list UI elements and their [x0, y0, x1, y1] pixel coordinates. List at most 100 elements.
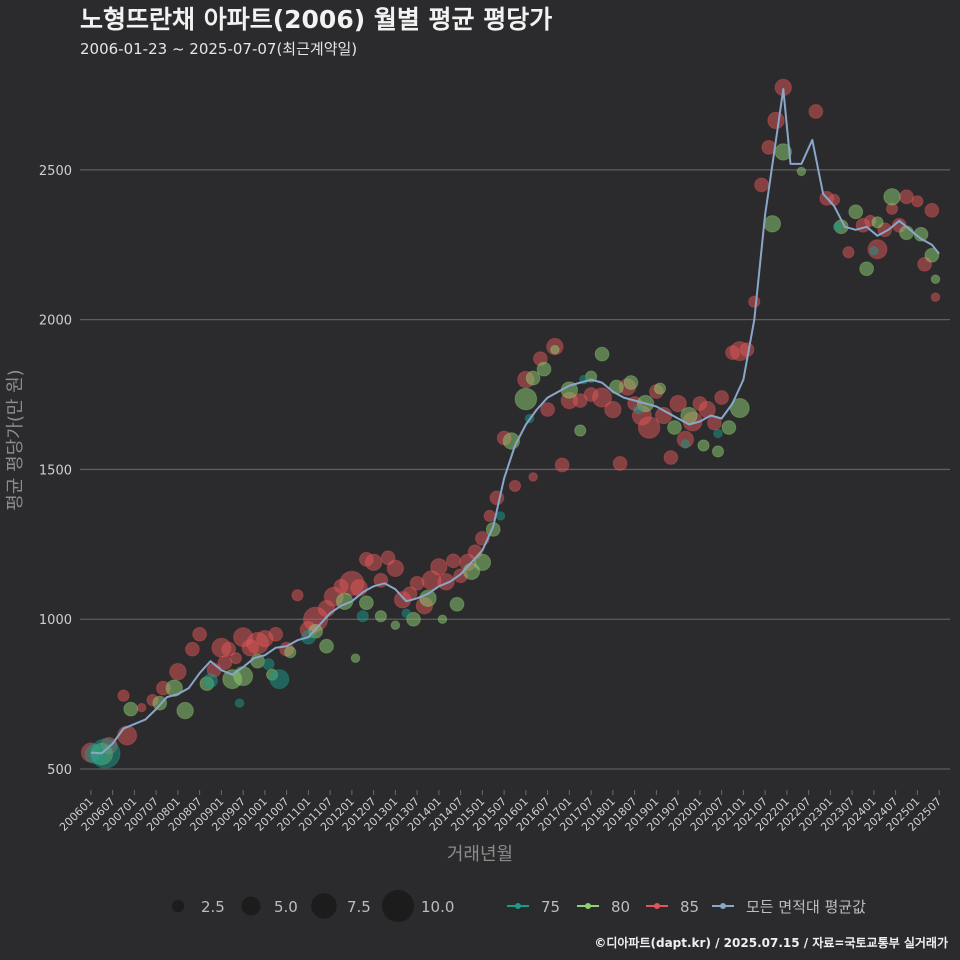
legend-size-label: 5.0 — [274, 898, 298, 916]
average-line — [90, 88, 940, 755]
data-point-80 — [667, 420, 682, 435]
data-point-75 — [356, 610, 369, 623]
data-point-85 — [754, 177, 769, 193]
footer-credit: ©디아파트(dapt.kr) / 2025.07.15 / 자료=국토교통부 실… — [594, 935, 948, 950]
data-point-85 — [842, 246, 855, 259]
data-point-80 — [176, 701, 194, 720]
data-point-80 — [233, 666, 254, 687]
average-line-layer — [90, 88, 940, 755]
legend: 2.5 5.0 7.5 10.0 75 80 85 모든 면적대 평균값 — [171, 890, 866, 922]
y-tick-label: 1500 — [39, 463, 72, 478]
y-tick-label: 2500 — [39, 164, 72, 179]
data-point-80 — [358, 595, 374, 611]
legend-point-swatch — [585, 903, 591, 909]
data-point-85 — [445, 553, 461, 569]
data-point-85 — [221, 641, 237, 657]
data-point-80 — [319, 638, 334, 654]
data-point-85 — [117, 725, 138, 746]
data-point-80 — [350, 653, 361, 663]
chart-subtitle: 2006-01-23 ~ 2025-07-07(최근계약일) — [80, 40, 357, 58]
data-point-80 — [123, 701, 139, 717]
data-point-85 — [350, 579, 368, 597]
legend-size-swatch — [382, 890, 414, 922]
data-point-80 — [406, 611, 421, 627]
data-point-75 — [90, 738, 121, 769]
legend-label: 80 — [611, 898, 630, 916]
data-point-80 — [284, 646, 297, 659]
data-point-85 — [714, 390, 730, 405]
data-point-75 — [832, 221, 843, 232]
legend-label: 모든 면적대 평균값 — [746, 898, 866, 916]
data-point-80 — [883, 188, 901, 206]
data-point-85 — [827, 193, 841, 206]
data-point-80 — [623, 375, 639, 390]
data-point-85 — [184, 641, 200, 657]
data-point-80 — [594, 346, 610, 362]
data-point-85 — [748, 295, 761, 308]
data-point-85 — [669, 394, 687, 413]
data-point-85 — [268, 626, 284, 642]
data-point-80 — [374, 610, 387, 623]
data-point-85 — [437, 573, 455, 591]
data-point-80 — [871, 216, 884, 229]
data-point-80 — [536, 361, 552, 377]
data-point-80 — [930, 274, 941, 285]
data-point-75 — [262, 658, 275, 671]
data-point-80 — [473, 553, 492, 572]
data-point-80 — [449, 596, 465, 612]
data-point-85 — [136, 702, 147, 713]
data-point-80 — [796, 166, 807, 177]
data-points — [80, 78, 941, 769]
data-point-85 — [767, 111, 785, 130]
data-point-85 — [483, 509, 496, 522]
y-axis-title: 평균 평당가(만 원) — [5, 369, 26, 510]
data-point-80 — [653, 382, 667, 395]
data-point-75 — [680, 439, 691, 449]
data-point-85 — [808, 104, 824, 119]
data-point-85 — [430, 558, 448, 576]
data-point-75 — [269, 669, 290, 690]
data-point-80 — [924, 247, 940, 263]
data-point-85 — [924, 202, 940, 218]
data-point-80 — [574, 424, 587, 437]
data-point-85 — [663, 450, 679, 465]
data-point-75 — [713, 428, 723, 439]
y-tick-label: 2000 — [39, 314, 72, 329]
data-point-85 — [592, 387, 612, 408]
legend-size-label: 7.5 — [347, 898, 371, 916]
data-point-80 — [763, 215, 782, 233]
data-point-85 — [217, 655, 233, 671]
data-point-80 — [697, 439, 710, 452]
legend-size-swatch — [311, 893, 337, 919]
legend-size-label: 10.0 — [421, 898, 454, 916]
chart-title: 노형뜨란채 아파트(2006) 월별 평균 평당가 — [80, 5, 552, 34]
data-point-85 — [229, 652, 242, 665]
data-point-85 — [612, 456, 628, 471]
data-point-85 — [911, 195, 924, 208]
legend-size-label: 2.5 — [201, 898, 225, 916]
data-point-85 — [528, 472, 538, 482]
data-point-80 — [609, 379, 624, 395]
data-point-80 — [711, 445, 725, 458]
data-point-80 — [437, 614, 448, 625]
data-point-85 — [364, 553, 383, 572]
data-point-85 — [291, 589, 304, 602]
data-point-85 — [508, 479, 522, 493]
legend-point-swatch — [720, 903, 726, 909]
legend-label: 85 — [680, 898, 699, 916]
legend-size-swatch — [241, 896, 261, 916]
data-point-75 — [401, 608, 412, 619]
y-tick-label: 1000 — [39, 613, 72, 628]
y-axis-ticks: 500 1000 1500 2000 2500 — [39, 164, 72, 778]
grid-lines — [80, 169, 950, 770]
legend-label: 75 — [541, 898, 560, 916]
data-point-85 — [554, 457, 570, 473]
data-point-75 — [869, 245, 879, 256]
y-tick-label: 500 — [47, 763, 72, 778]
data-point-75 — [234, 698, 245, 708]
data-point-80 — [721, 420, 737, 435]
data-point-80 — [152, 695, 168, 711]
data-point-85 — [117, 689, 130, 702]
